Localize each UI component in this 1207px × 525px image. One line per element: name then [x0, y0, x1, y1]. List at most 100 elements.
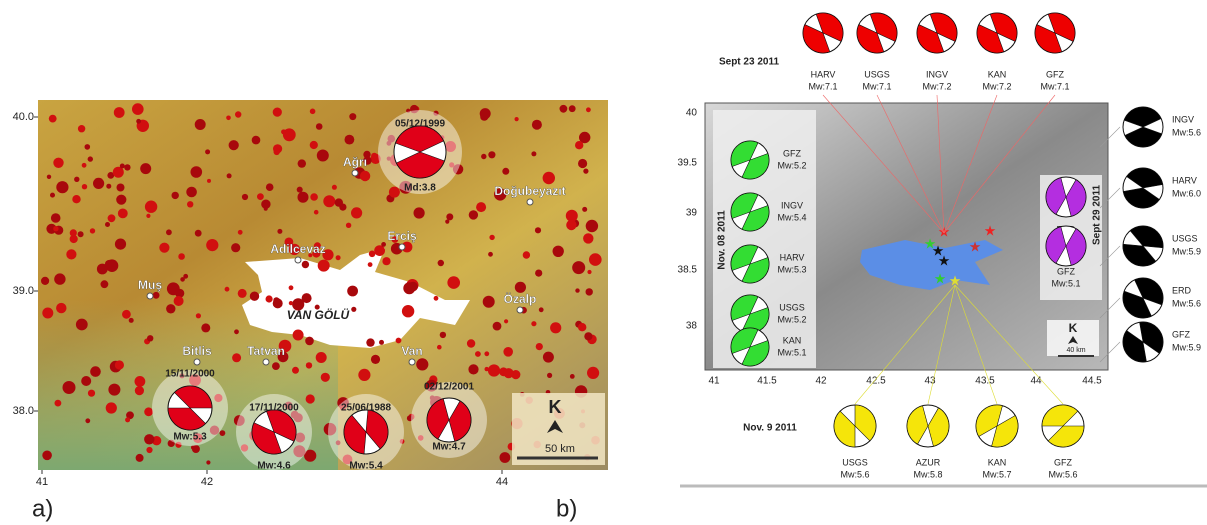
quake-dot: [78, 125, 85, 132]
quake-dot: [310, 109, 316, 115]
quake-dot: [414, 207, 425, 218]
quake-dot: [323, 195, 335, 207]
quake-dot: [298, 159, 306, 167]
quake-dot: [147, 335, 153, 341]
lon-tick-label: 42: [201, 476, 213, 488]
magnitude: Mw:7.1: [1040, 81, 1069, 91]
agency: KAN: [988, 69, 1007, 79]
quake-dot: [205, 149, 210, 154]
magnitude: Mw:5.7: [982, 469, 1011, 479]
agency: INGV: [781, 200, 803, 210]
agency: INGV: [926, 69, 948, 79]
place-name: Erciş: [387, 229, 417, 243]
lat-tick-label: 38: [686, 321, 698, 332]
quake-dot: [166, 304, 175, 313]
quake-dot: [42, 308, 53, 319]
quake-dot: [195, 230, 202, 237]
quake-dot: [114, 107, 125, 118]
quake-dot: [332, 185, 337, 190]
quake-dot: [166, 229, 172, 235]
quake-dot: [535, 270, 542, 277]
quake-dot: [90, 228, 95, 233]
quake-dot: [583, 233, 593, 243]
event-magnitude: Mw:5.4: [349, 461, 383, 472]
quake-dot: [539, 307, 544, 312]
quake-dot: [347, 286, 358, 297]
quake-dot: [360, 171, 370, 181]
quake-dot: [345, 135, 355, 145]
beachball-compression: [834, 405, 876, 447]
quake-dot: [440, 332, 446, 338]
quake-dot: [379, 340, 384, 345]
quake-dot: [589, 253, 602, 266]
agency: USGS: [1172, 233, 1198, 243]
quake-dot: [167, 282, 180, 295]
quake-dot: [437, 345, 442, 350]
event-date: 05/12/1999: [395, 119, 445, 130]
quake-dot: [366, 338, 374, 346]
quake-dot: [273, 108, 282, 117]
magnitude: Mw:5.6: [1172, 298, 1201, 308]
quake-dot: [66, 249, 76, 259]
lon-tick-label: 43.5: [975, 376, 995, 387]
quake-dot: [122, 310, 131, 319]
quake-dot: [140, 163, 151, 174]
event-date: 17/11/2000: [249, 403, 299, 414]
quake-dot: [483, 296, 495, 308]
quake-dot: [535, 227, 541, 233]
agency: GFZ: [1057, 266, 1075, 276]
place-name: Özalp: [504, 291, 537, 306]
quake-dot: [316, 352, 327, 363]
place-name: VAN GÖLÜ: [287, 307, 350, 322]
quake-dot: [389, 187, 400, 198]
north-arrow: K: [549, 397, 562, 417]
group-date: Sept 23 2011: [719, 57, 779, 68]
quake-dot: [586, 107, 591, 112]
quake-dot: [186, 187, 197, 198]
scale-label: 50 km: [545, 443, 575, 455]
quake-dot: [144, 407, 153, 416]
north-arrow: K: [1069, 321, 1078, 335]
quake-dot: [101, 280, 109, 288]
quake-dot: [374, 245, 385, 256]
quake-dot: [180, 277, 185, 282]
quake-dot: [504, 368, 514, 378]
quake-dot: [234, 329, 239, 334]
place-marker: [399, 244, 405, 250]
quake-dot: [47, 175, 51, 179]
quake-dot: [117, 184, 125, 192]
event-magnitude: Md:3.8: [404, 183, 436, 194]
quake-dot: [381, 242, 386, 247]
quake-dot: [306, 362, 312, 368]
magnitude: Mw:5.4: [777, 212, 806, 222]
quake-dot: [82, 163, 87, 168]
quake-dot: [553, 246, 564, 257]
quake-dot: [488, 252, 493, 257]
epicenter-star: ★: [924, 236, 937, 252]
quake-dot: [54, 273, 65, 284]
lon-tick-label: 44: [1030, 376, 1042, 387]
quake-dot: [56, 181, 68, 193]
quake-dot: [371, 153, 377, 159]
quake-dot: [586, 288, 593, 295]
quake-dot: [153, 292, 160, 299]
quake-dot: [336, 255, 341, 260]
quake-dot: [302, 261, 309, 268]
quake-dot: [575, 141, 583, 149]
quake-dot: [368, 262, 373, 267]
quake-dot: [250, 292, 259, 301]
quake-dot: [70, 229, 77, 236]
quake-dot: [50, 193, 55, 198]
place-marker: [263, 359, 269, 365]
quake-dot: [582, 207, 587, 212]
quake-dot: [125, 417, 130, 422]
lat-tick-label: 40: [686, 108, 698, 119]
place-marker: [409, 359, 415, 365]
quake-dot: [201, 323, 210, 332]
place-marker: [295, 257, 301, 263]
quake-dot: [484, 351, 489, 356]
quake-dot: [480, 108, 491, 119]
magnitude: Mw:5.9: [1172, 342, 1201, 352]
group-date: Nov. 9 2011: [743, 423, 797, 434]
quake-dot: [252, 136, 261, 145]
